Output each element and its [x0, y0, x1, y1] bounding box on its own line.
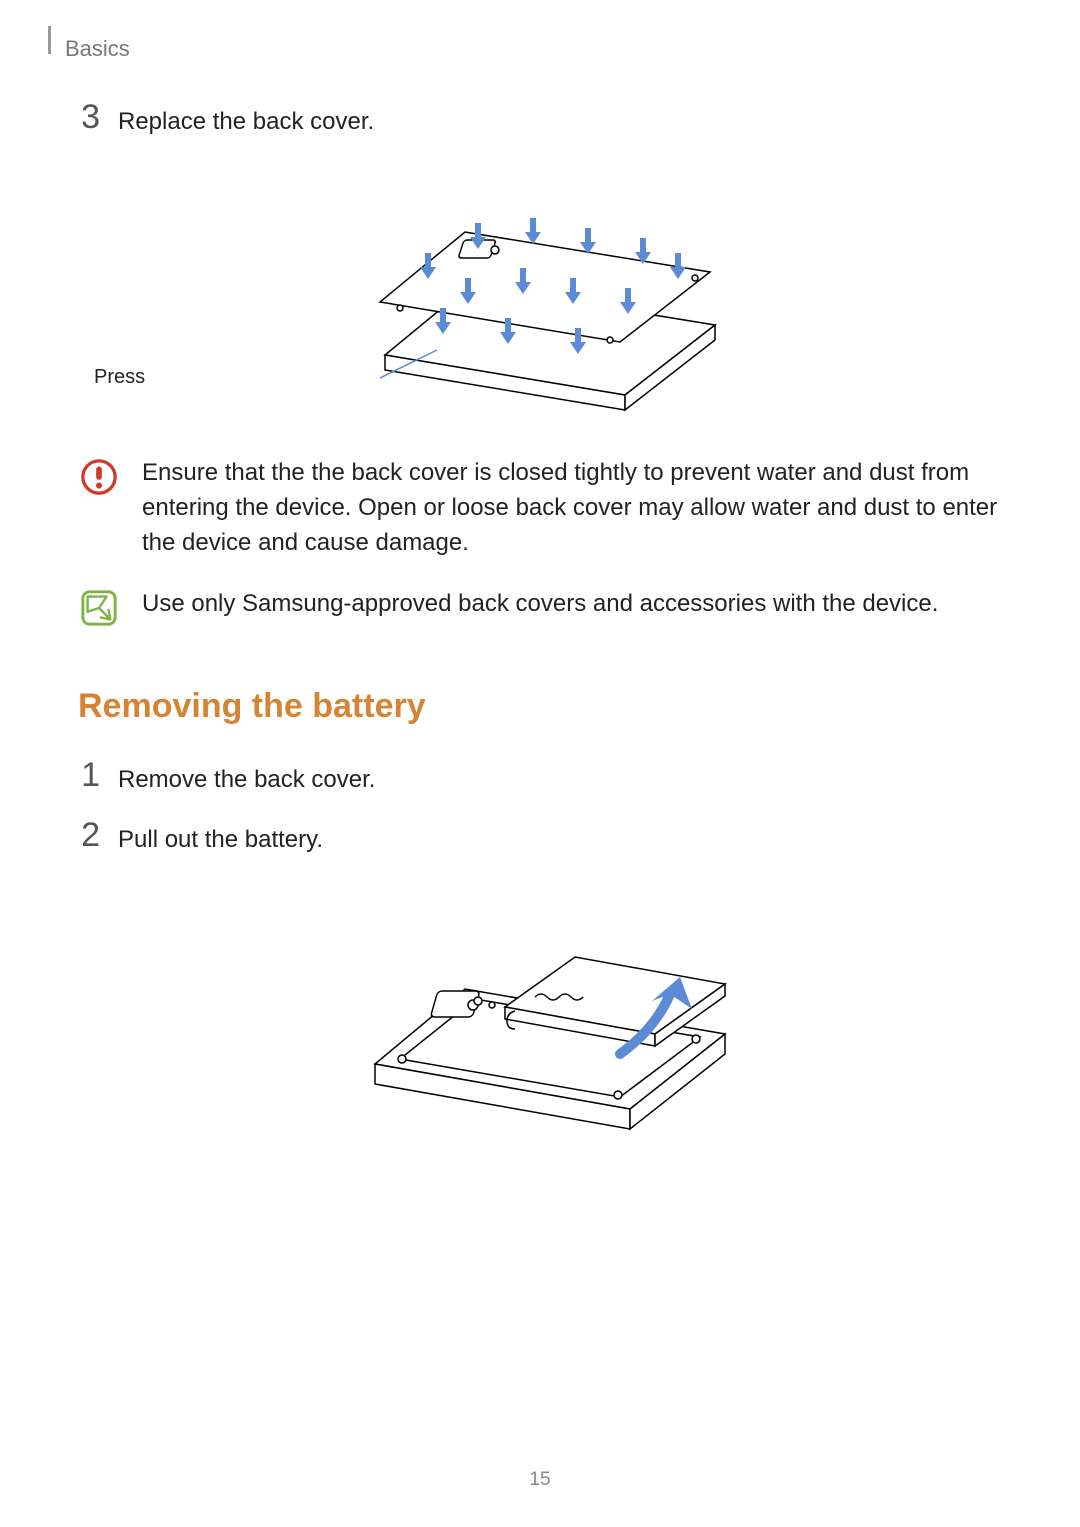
page-number: 15 [0, 1469, 1080, 1491]
step-row: 3 Replace the back cover. [78, 100, 1002, 138]
page-content: 3 Replace the back cover. [78, 100, 1002, 1195]
section-heading: Removing the battery [78, 687, 1002, 726]
step-text: Replace the back cover. [118, 100, 374, 138]
step-number: 2 [78, 818, 100, 856]
tip-icon [80, 589, 118, 627]
step-row: 2 Pull out the battery. [78, 818, 1002, 856]
figure-battery [78, 879, 1002, 1159]
note-text: Use only Samsung-approved back covers an… [142, 587, 938, 622]
figure-label-press: Press [94, 366, 145, 389]
note-caution: Ensure that the the back cover is closed… [78, 456, 1002, 560]
back-cover-illustration [325, 160, 755, 420]
page-header: Basics [48, 36, 130, 62]
figure-back-cover: Press [78, 160, 1002, 420]
step-text: Pull out the battery. [118, 818, 323, 856]
step-number: 3 [78, 100, 100, 138]
battery-illustration [320, 879, 760, 1159]
note-tip: Use only Samsung-approved back covers an… [78, 587, 1002, 627]
step-text: Remove the back cover. [118, 758, 375, 796]
caution-icon [80, 458, 118, 496]
header-tick [48, 26, 51, 54]
note-text: Ensure that the the back cover is closed… [142, 456, 1002, 560]
step-number: 1 [78, 758, 100, 796]
breadcrumb: Basics [65, 36, 130, 62]
step-row: 1 Remove the back cover. [78, 758, 1002, 796]
